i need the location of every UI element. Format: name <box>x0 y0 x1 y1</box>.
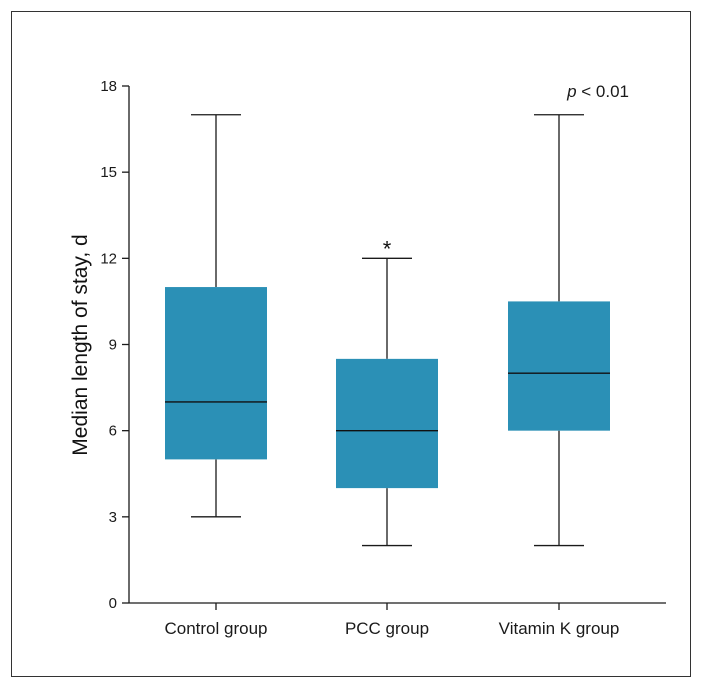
y-tick-label: 6 <box>109 423 117 440</box>
y-axis-title: Median length of stay, d <box>69 234 92 455</box>
box-group <box>165 114 267 518</box>
x-axis: Control group PCC group Vitamin K group <box>129 602 666 638</box>
x-category-label: PCC group <box>345 619 429 638</box>
iqr-box <box>508 301 610 431</box>
y-tick-label: 9 <box>109 337 117 354</box>
y-tick-label: 15 <box>100 164 117 181</box>
iqr-box <box>165 287 267 460</box>
y-tick-label: 18 <box>100 78 117 95</box>
p-value-annotation: p < 0.01 <box>566 82 629 101</box>
box-group <box>508 114 610 547</box>
significance-marker: * <box>383 236 392 261</box>
x-category-label: Control group <box>164 619 267 638</box>
p-value-text: < 0.01 <box>577 82 629 101</box>
y-tick-label: 12 <box>100 250 117 267</box>
x-category-label: Vitamin K group <box>499 619 620 638</box>
y-tick-label: 3 <box>109 509 117 526</box>
box-group: * <box>336 236 438 547</box>
box-series: * <box>165 114 610 547</box>
iqr-box <box>336 358 438 489</box>
y-tick-label: 0 <box>109 595 117 612</box>
y-axis: 0 3 6 9 12 15 18 <box>100 78 130 612</box>
p-value-italic: p <box>566 82 576 101</box>
